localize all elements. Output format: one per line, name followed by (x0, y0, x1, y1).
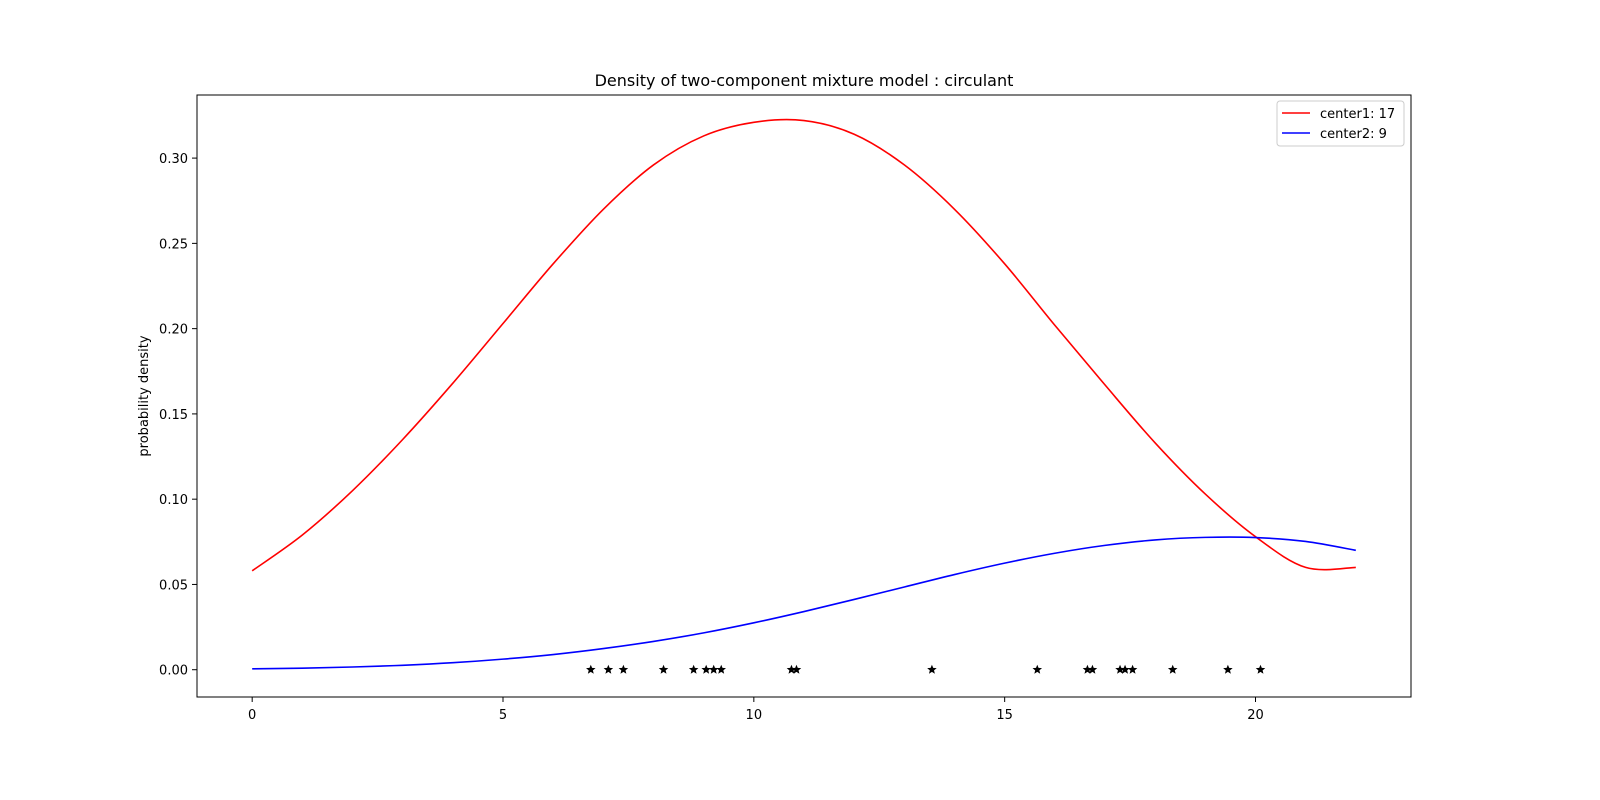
observation-star (701, 664, 711, 674)
observation-star (708, 664, 719, 674)
x-tick-label: 5 (499, 708, 507, 723)
observation-star (1115, 664, 1125, 674)
legend: center1: 17 center2: 9 (1276, 100, 1405, 147)
observation-markers (586, 664, 1266, 674)
observation-star (786, 664, 797, 674)
y-axis-ticks: 0.00 0.05 0.10 0.15 0.20 0.25 0.30 (159, 152, 197, 679)
y-tick-label: 0.25 (159, 237, 188, 252)
observation-star (618, 664, 629, 674)
legend-label-2: center2: 9 (1320, 127, 1387, 142)
observation-star (1120, 664, 1130, 674)
chart-title: Density of two-component mixture model :… (595, 71, 1014, 90)
series-line-2 (252, 536, 1356, 670)
series-layer (251, 118, 1356, 670)
observation-star (1087, 664, 1098, 674)
y-tick-label: 0.05 (159, 578, 188, 593)
observation-star (791, 664, 802, 674)
observation-star (716, 664, 726, 674)
series-line-1 (251, 118, 1356, 572)
observation-star (603, 664, 614, 674)
observation-star (1082, 664, 1093, 674)
observation-star (1127, 664, 1138, 674)
x-tick-label: 0 (248, 708, 256, 723)
y-tick-label: 0.30 (159, 152, 188, 167)
y-axis-label: probability density (137, 335, 152, 456)
observation-star (1255, 664, 1266, 674)
observation-star (688, 664, 699, 674)
observation-star (1032, 664, 1043, 674)
observation-star (658, 664, 669, 674)
plot-frame (196, 94, 1412, 698)
x-tick-label: 15 (996, 708, 1013, 723)
observation-star (1223, 664, 1233, 674)
y-tick-label: 0.10 (159, 493, 188, 508)
legend-label-1: center1: 17 (1320, 107, 1395, 122)
observation-star (1167, 664, 1178, 674)
observation-star (927, 664, 937, 674)
y-tick-label: 0.15 (159, 408, 188, 423)
y-tick-label: 0.00 (159, 664, 188, 679)
y-tick-label: 0.20 (159, 323, 188, 338)
x-axis-ticks: 0 5 10 15 20 (248, 697, 1264, 723)
x-tick-label: 20 (1247, 708, 1264, 723)
observation-star (586, 664, 596, 674)
x-tick-label: 10 (746, 708, 763, 723)
